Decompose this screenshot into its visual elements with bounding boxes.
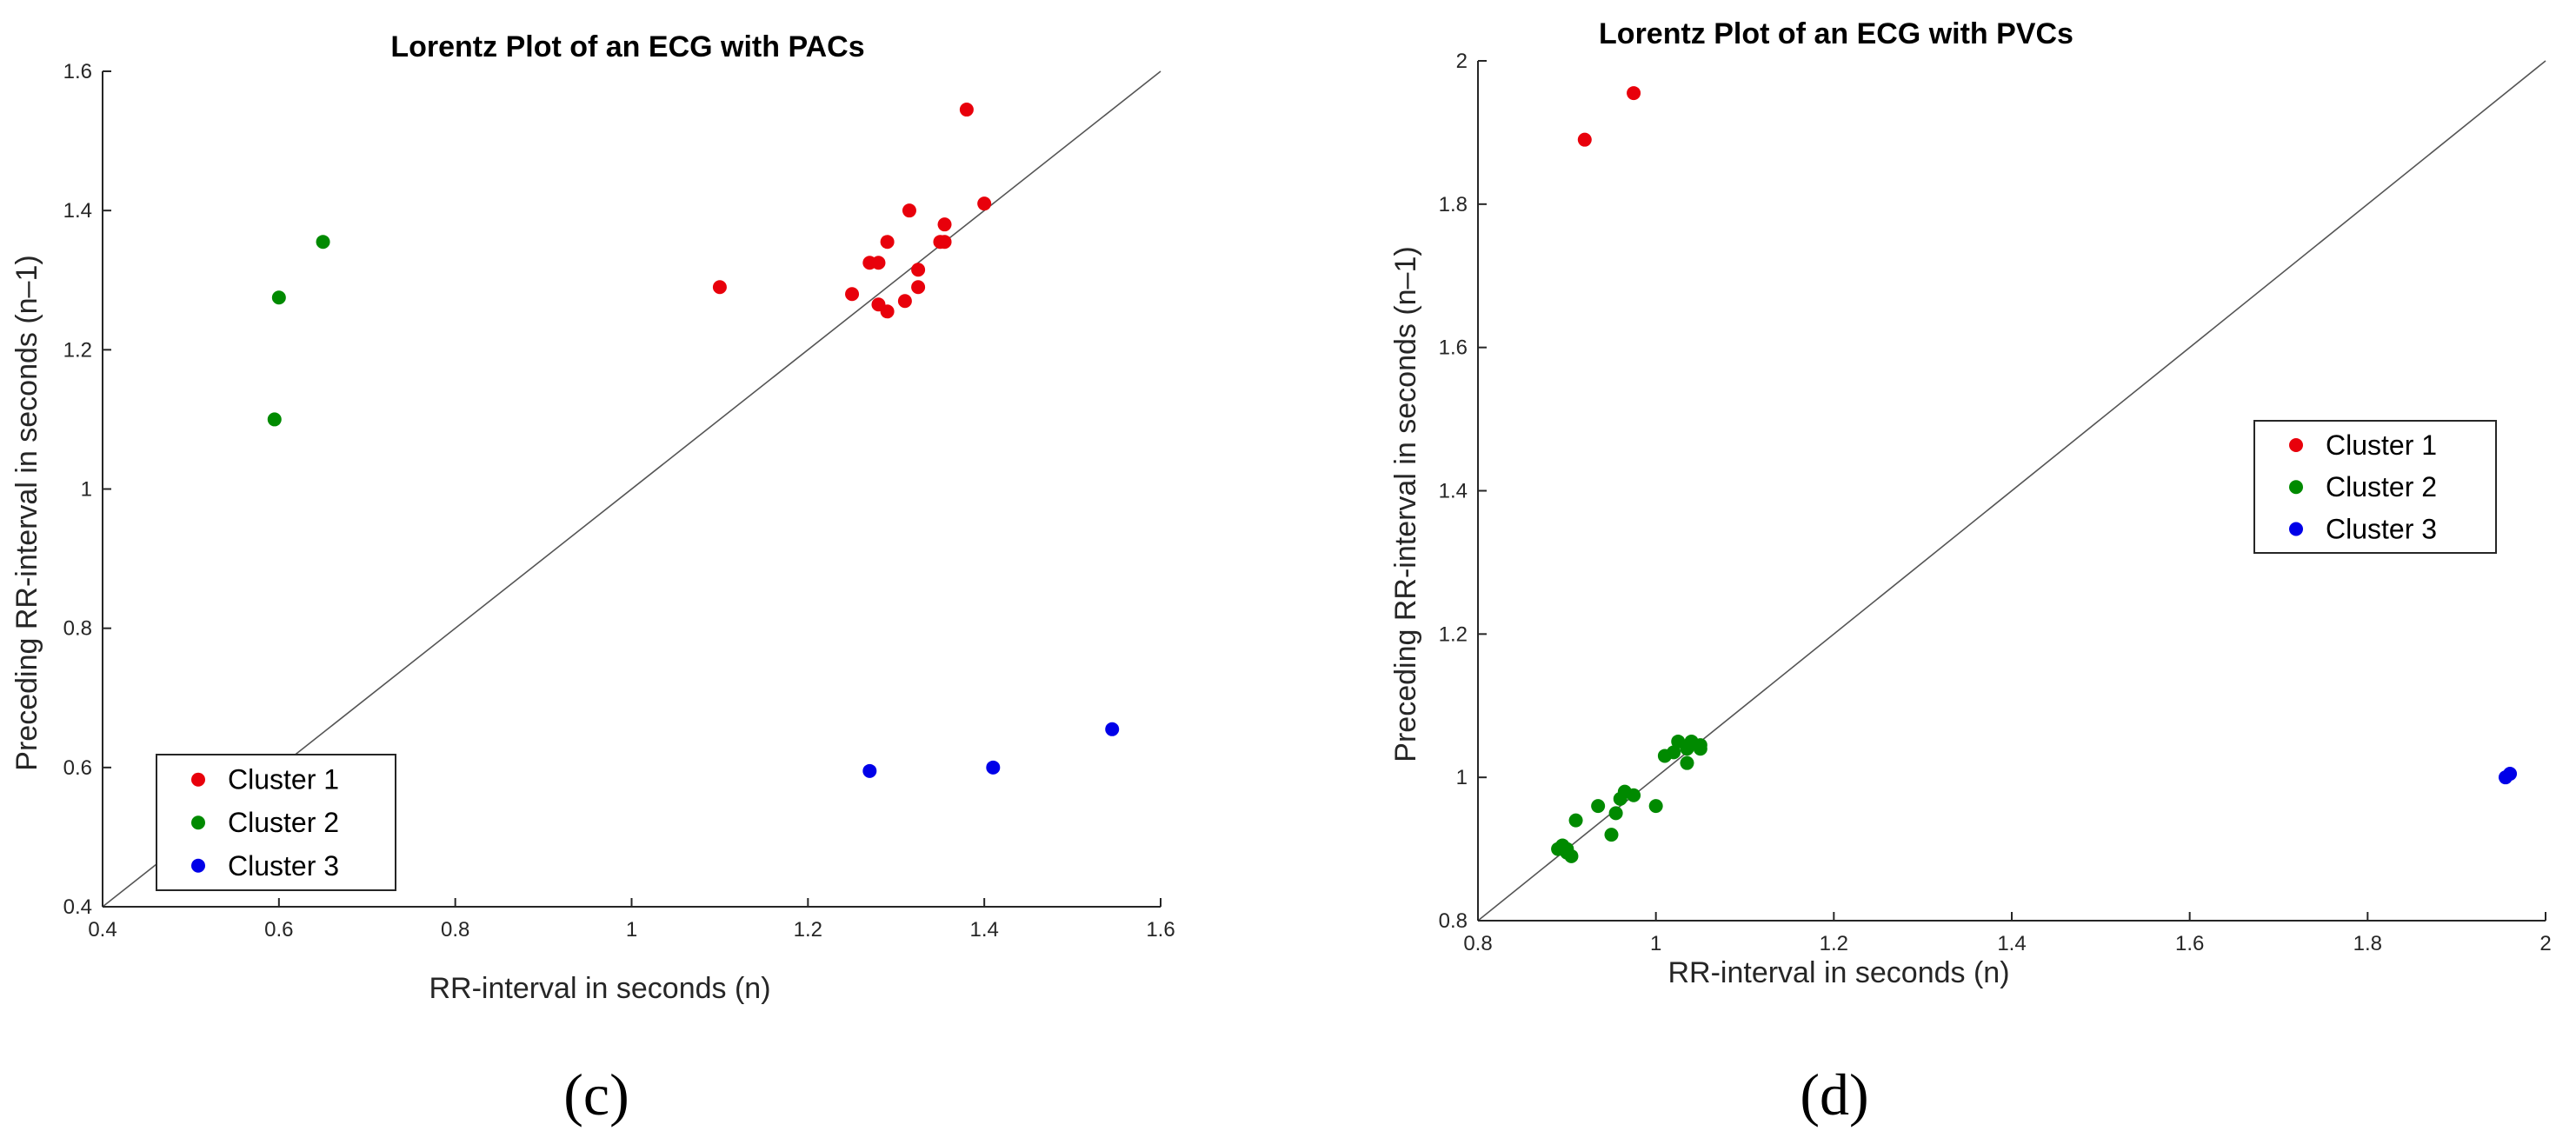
x-tick-label: 1.4 [969,918,998,942]
y-axis-label: Preceding RR-interval in seconds (n–1) [10,255,43,770]
x-tick-label: 1.2 [1820,932,1848,955]
y-tick-label: 1.6 [1439,336,1468,360]
x-tick-label: 1.6 [2175,932,2204,955]
pac-lorentz-chart: Lorentz Plot of an ECG with PACs 0.4 0.6 0… [10,30,1175,1128]
cluster-1-point [977,196,992,211]
y-tick-label: 1.4 [1439,480,1468,503]
cluster-2-point [267,412,282,427]
y-tick-label: 1.2 [1439,622,1468,646]
cluster-2-point [1667,745,1681,760]
legend-marker-cluster-3 [2289,522,2303,536]
chart-title: Lorentz Plot of an ECG with PVCs [1599,17,2073,50]
x-tick-label: 0.8 [441,918,469,942]
identity-line [1477,60,2546,922]
legend-marker-cluster-3 [191,858,205,873]
cluster-1-point [897,294,912,309]
y-tick-label: 1.2 [63,338,92,362]
cluster-2-point [1627,788,1641,802]
cluster-1-point [911,263,926,277]
y-tick-label: 0.8 [1439,909,1468,933]
y-tick-label: 2 [1456,50,1468,73]
legend-label-cluster-3: Cluster 3 [2326,513,2437,544]
cluster-2-point [1568,813,1583,828]
cluster-3-point [1105,722,1120,736]
cluster-1-point [937,217,952,232]
cluster-1-point [959,103,974,117]
x-tick-label: 0.8 [1463,932,1492,955]
cluster-3-point [2503,767,2518,782]
cluster-1-point [1577,132,1592,147]
legend-marker-cluster-2 [191,815,205,830]
cluster-2-point [1693,738,1707,753]
cluster-2-point [316,235,330,250]
y-tick-label: 1.4 [63,199,92,223]
legend-marker-cluster-1 [191,772,205,787]
y-tick-label: 0.4 [63,895,92,919]
x-axis-label: RR-interval in seconds (n) [429,972,770,1005]
cluster-1-point [902,203,916,218]
legend: Cluster 1 Cluster 2 Cluster 3 [2253,420,2497,554]
cluster-1-point [871,256,886,270]
x-tick-label: 1 [626,918,637,942]
cluster-1-point [845,287,860,302]
figure-caption-d: (d) [1800,1061,1868,1128]
x-tick-label: 0.6 [264,918,293,942]
cluster-3-point [986,760,1001,775]
pvc-lorentz-chart: Lorentz Plot of an ECG with PVCs 0.8 1 1.2… [1389,17,2552,1128]
y-tick-label: 1 [1456,766,1468,789]
x-tick-label: 2 [2539,932,2551,955]
cluster-2-point [1608,806,1623,821]
legend-label-cluster-2: Cluster 2 [228,807,339,838]
legend-marker-cluster-1 [2289,437,2303,452]
x-tick-label: 1.2 [794,918,822,942]
x-tick-label: 1.8 [2353,932,2382,955]
x-tick-label: 1 [1650,932,1661,955]
cluster-2-point [1591,799,1606,814]
cluster-1-point [911,280,926,295]
legend-label-cluster-2: Cluster 2 [2326,471,2437,502]
x-tick-label: 1.4 [1997,932,2026,955]
cluster-1-point [880,235,895,250]
y-tick-label: 1.8 [1439,193,1468,216]
legend-label-cluster-1: Cluster 1 [2326,429,2437,461]
y-axis-label: Preceding RR-interval in seconds (n–1) [1389,246,1422,762]
cluster-2-point [1648,799,1663,814]
legend: Cluster 1 Cluster 2 Cluster 3 [156,754,396,891]
y-tick-label: 1.6 [63,60,92,83]
chart-title: Lorentz Plot of an ECG with PACs [390,30,864,63]
legend-marker-cluster-2 [2289,480,2303,495]
x-tick-label: 1.6 [1146,918,1175,942]
cluster-3-point [862,763,877,778]
x-axis-label: RR-interval in seconds (n) [1667,956,2009,989]
cluster-1-point [1627,86,1641,101]
y-tick-label: 0.6 [63,756,92,780]
y-tick-label: 1 [81,478,92,502]
cluster-1-point [712,280,727,295]
cluster-2-point [271,290,286,305]
legend-label-cluster-1: Cluster 1 [228,764,339,795]
cluster-1-point [937,235,952,250]
x-tick-label: 0.4 [88,918,116,942]
cluster-2-point [1604,828,1619,842]
y-tick-label: 0.8 [63,617,92,641]
cluster-2-point [1564,849,1579,863]
figure-caption-c: (c) [563,1061,629,1128]
legend-label-cluster-3: Cluster 3 [228,850,339,882]
cluster-1-point [880,304,895,319]
cluster-2-point [1680,755,1694,770]
